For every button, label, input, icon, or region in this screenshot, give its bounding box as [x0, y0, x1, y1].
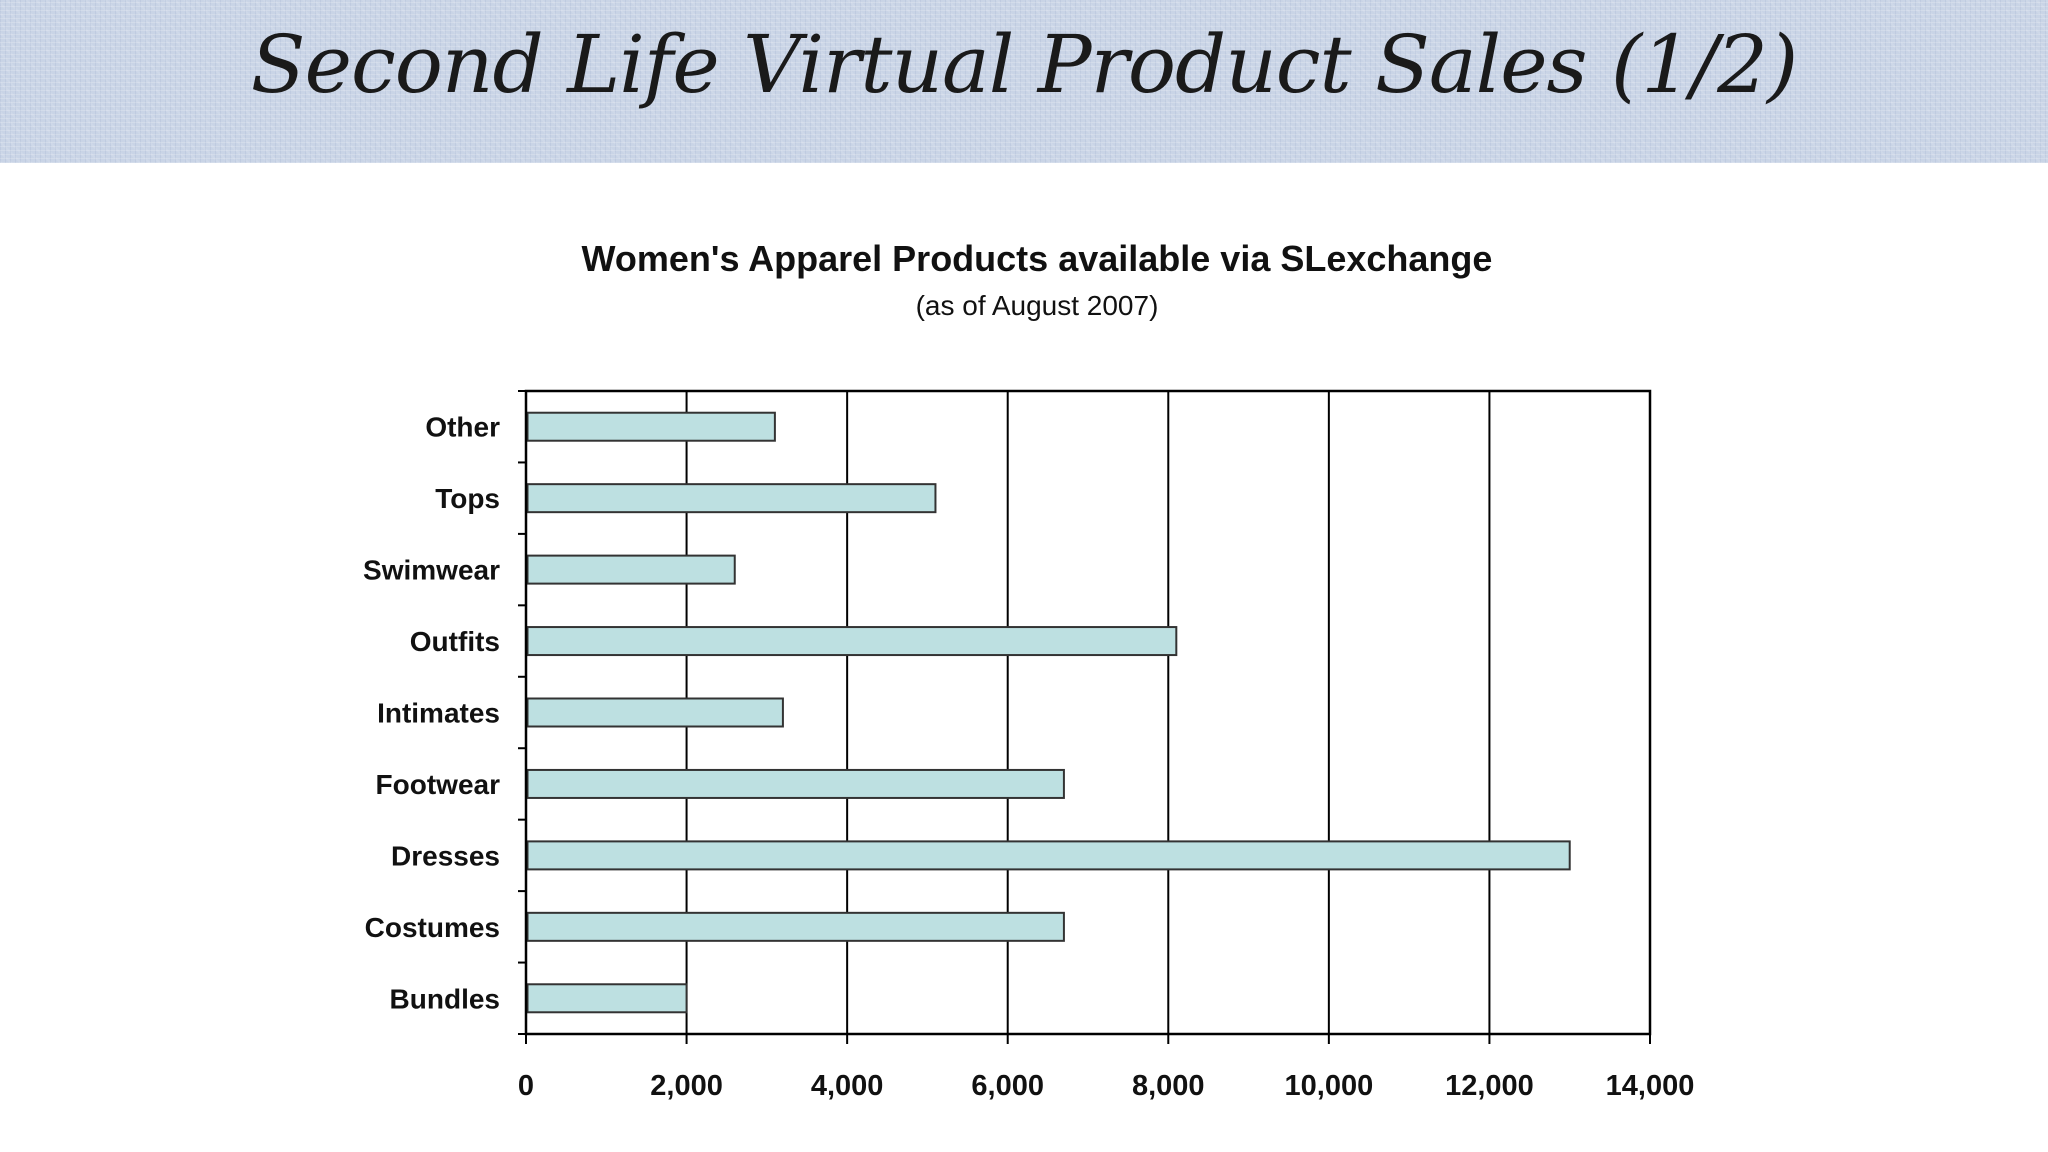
bar-outfits: [526, 626, 1178, 657]
category-label-outfits: Outfits: [410, 626, 500, 657]
chart-title: Women's Apparel Products available via S…: [582, 238, 1493, 279]
category-label-bundles: Bundles: [390, 983, 500, 1014]
bar-intimates: [526, 697, 784, 728]
bar-tops: [526, 483, 937, 514]
x-tick-label-8000: 8,000: [1132, 1070, 1205, 1102]
category-label-footwear: Footwear: [376, 769, 501, 800]
x-tick-label-10000: 10,000: [1285, 1070, 1374, 1102]
x-tick-label-2000: 2,000: [650, 1070, 723, 1102]
bar-footwear: [526, 768, 1065, 799]
x-tick-label-0: 0: [518, 1070, 534, 1102]
category-label-dresses: Dresses: [391, 840, 500, 871]
bar-dresses: [526, 840, 1571, 871]
slide-title: Second Life Virtual Product Sales (1/2): [250, 18, 1798, 111]
category-label-swimwear: Swimwear: [363, 555, 500, 586]
bars: [526, 411, 1571, 1014]
bar-costumes: [526, 911, 1065, 942]
category-labels: Other Tops Swimwear Outfits Intimates Footwea…: [363, 412, 500, 1015]
x-tick-label-6000: 6,000: [971, 1070, 1044, 1102]
x-tick-labels: 0 2,000 4,000 6,000 8,000 10,000 12,000 14,000: [518, 1070, 1694, 1102]
category-label-costumes: Costumes: [365, 912, 500, 943]
x-tick-label-12000: 12,000: [1445, 1070, 1534, 1102]
title-band: [0, 0, 2048, 163]
x-tick-label-14000: 14,000: [1606, 1070, 1695, 1102]
plot-frame: [524, 389, 1652, 1036]
bar-other: [526, 411, 776, 442]
category-label-other: Other: [425, 412, 500, 443]
chart-subtitle: (as of August 2007): [916, 290, 1159, 321]
bar-bundles: [526, 983, 688, 1014]
bar-swimwear: [526, 554, 736, 585]
x-tick-label-4000: 4,000: [811, 1070, 884, 1102]
category-label-intimates: Intimates: [377, 698, 500, 729]
category-label-tops: Tops: [435, 483, 500, 514]
